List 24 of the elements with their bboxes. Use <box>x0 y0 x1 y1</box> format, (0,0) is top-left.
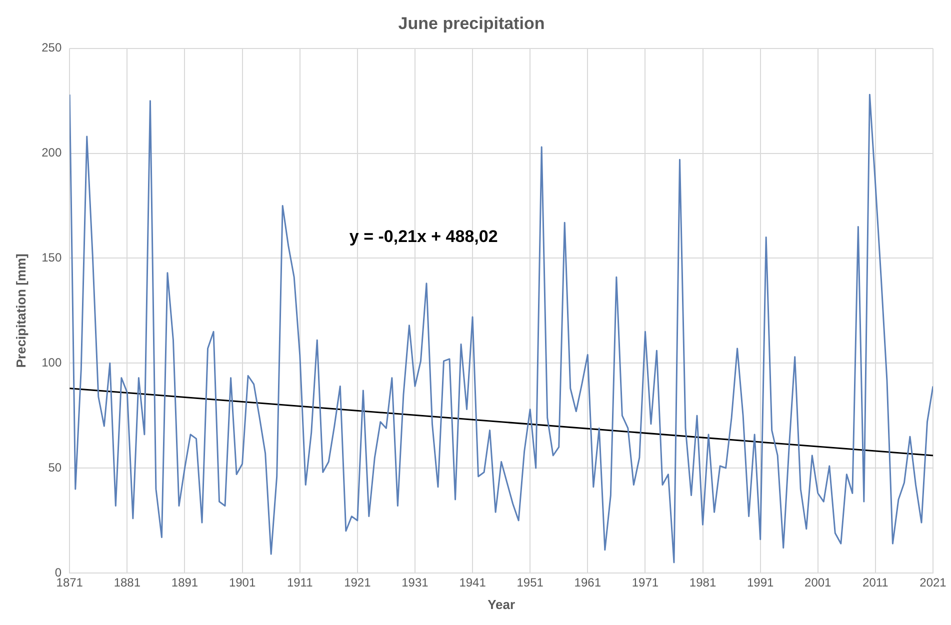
x-tick-label: 1881 <box>114 576 141 590</box>
x-tick-label: 2011 <box>862 576 889 590</box>
x-tick-label: 1911 <box>286 576 314 590</box>
x-tick-label: 1921 <box>344 576 372 590</box>
x-tick-label: 2001 <box>804 576 832 590</box>
y-tick-label: 50 <box>48 460 62 474</box>
y-axis-title: Precipitation [mm] <box>13 254 28 368</box>
x-tick-label: 1951 <box>516 576 544 590</box>
x-tick-label: 1971 <box>632 576 659 590</box>
x-tick-label: 1891 <box>171 576 198 590</box>
y-tick-label: 100 <box>42 355 62 370</box>
x-tick-label: 1941 <box>459 576 486 590</box>
x-tick-label: 1901 <box>228 576 256 590</box>
x-tick-label: 1931 <box>402 576 429 590</box>
x-tick-label: 1991 <box>746 576 774 590</box>
x-axis-title: Year <box>488 596 516 612</box>
x-tick-label: 1981 <box>689 576 716 590</box>
x-tick-label: 2021 <box>920 576 947 590</box>
y-tick-label: 250 <box>42 40 62 55</box>
y-tick-label: 150 <box>42 250 62 265</box>
y-tick-label: 200 <box>42 146 62 160</box>
x-tick-label: 1961 <box>574 576 602 590</box>
chart-title: June precipitation <box>398 14 545 33</box>
annotation: y = -0,21x + 488,02 <box>349 226 498 246</box>
